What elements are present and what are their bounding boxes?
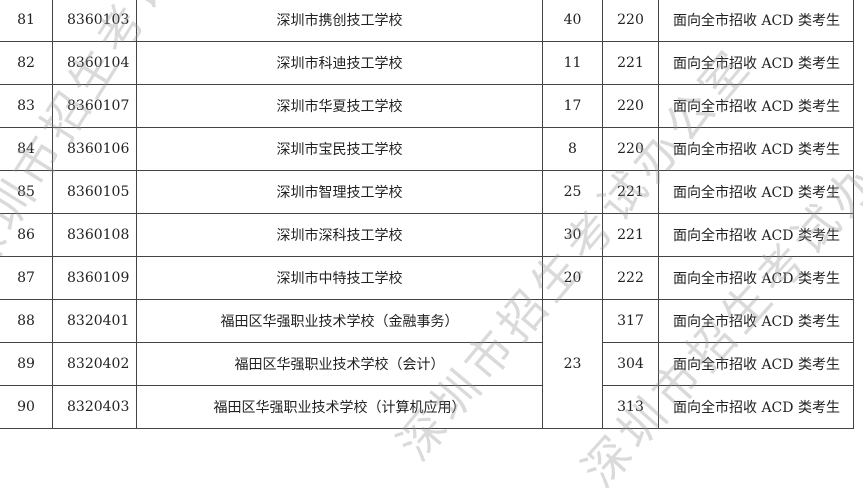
school-name: 深圳市华夏技工学校: [136, 84, 543, 128]
min-score: 313: [602, 385, 659, 429]
admission-note: 面向全市招收 ACD 类考生: [658, 127, 854, 171]
row-number: 82: [0, 41, 53, 85]
school-code: 8360105: [52, 170, 137, 214]
plan-count: 11: [542, 41, 603, 85]
admission-note: 面向全市招收 ACD 类考生: [658, 170, 854, 214]
plan-count: 30: [542, 213, 603, 257]
admission-note: 面向全市招收 ACD 类考生: [658, 342, 854, 386]
table-row: 84 8360106 深圳市宝民技工学校 8 220 面向全市招收 ACD 类考生: [0, 127, 854, 171]
min-score: 222: [602, 256, 659, 300]
row-number: 85: [0, 170, 53, 214]
table-row: 85 8360105 深圳市智理技工学校 25 221 面向全市招收 ACD 类考生: [0, 170, 854, 214]
table-row: 90 8320403 福田区华强职业技术学校（计算机应用） 313 面向全市招收 ACD…: [0, 385, 854, 429]
min-score: 221: [602, 170, 659, 214]
plan-count: 8: [542, 127, 603, 171]
school-code: 8360108: [52, 213, 137, 257]
row-number: 81: [0, 0, 53, 42]
table-row: 81 8360103 深圳市携创技工学校 40 220 面向全市招收 ACD 类考生: [0, 0, 854, 42]
min-score: 317: [602, 299, 659, 343]
admission-note: 面向全市招收 ACD 类考生: [658, 213, 854, 257]
admission-note: 面向全市招收 ACD 类考生: [658, 41, 854, 85]
school-code: 8360107: [52, 84, 137, 128]
row-number: 86: [0, 213, 53, 257]
min-score: 304: [602, 342, 659, 386]
min-score: 221: [602, 41, 659, 85]
table-row: 82 8360104 深圳市科迪技工学校 11 221 面向全市招收 ACD 类考生: [0, 41, 854, 85]
table-row: 83 8360107 深圳市华夏技工学校 17 220 面向全市招收 ACD 类考生: [0, 84, 854, 128]
school-code: 8320403: [52, 385, 137, 429]
row-number: 88: [0, 299, 53, 343]
school-name: 深圳市中特技工学校: [136, 256, 543, 300]
school-name: 深圳市智理技工学校: [136, 170, 543, 214]
row-number: 90: [0, 385, 53, 429]
min-score: 221: [602, 213, 659, 257]
min-score: 220: [602, 127, 659, 171]
school-code: 8360106: [52, 127, 137, 171]
admission-note: 面向全市招收 ACD 类考生: [658, 299, 854, 343]
plan-count: 25: [542, 170, 603, 214]
row-number: 87: [0, 256, 53, 300]
table-row: 88 8320401 福田区华强职业技术学校（金融事务） 23 317 面向全市招收 AC…: [0, 299, 854, 429]
row-number: 83: [0, 84, 53, 128]
school-name: 深圳市深科技工学校: [136, 213, 543, 257]
plan-count: 17: [542, 84, 603, 128]
school-code: 8360109: [52, 256, 137, 300]
min-score: 220: [602, 0, 659, 42]
plan-count: 40: [542, 0, 603, 42]
school-name: 福田区华强职业技术学校（计算机应用）: [136, 385, 543, 429]
row-number: 84: [0, 127, 53, 171]
admission-note: 面向全市招收 ACD 类考生: [658, 385, 854, 429]
min-score: 220: [602, 84, 659, 128]
plan-count: 20: [542, 256, 603, 300]
row-number: 89: [0, 342, 53, 386]
school-code: 8360104: [52, 41, 137, 85]
school-code: 8320401: [52, 299, 137, 343]
school-name: 深圳市宝民技工学校: [136, 127, 543, 171]
table-row: 89 8320402 福田区华强职业技术学校（会计） 304 面向全市招收 ACD 类考…: [0, 342, 854, 386]
school-name: 深圳市携创技工学校: [136, 0, 543, 42]
school-name: 福田区华强职业技术学校（金融事务）: [136, 299, 543, 343]
plan-count: 23: [542, 299, 603, 429]
school-code: 8360103: [52, 0, 137, 42]
admission-note: 面向全市招收 ACD 类考生: [658, 84, 854, 128]
school-code: 8320402: [52, 342, 137, 386]
table-row: 87 8360109 深圳市中特技工学校 20 222 面向全市招收 ACD 类考生: [0, 256, 854, 300]
admission-table: 81 8360103 深圳市携创技工学校 40 220 面向全市招收 ACD 类考生 82 8…: [0, 0, 854, 429]
school-name: 深圳市科迪技工学校: [136, 41, 543, 85]
admission-note: 面向全市招收 ACD 类考生: [658, 256, 854, 300]
table-row: 86 8360108 深圳市深科技工学校 30 221 面向全市招收 ACD 类考生: [0, 213, 854, 257]
admission-note: 面向全市招收 ACD 类考生: [658, 0, 854, 42]
school-name: 福田区华强职业技术学校（会计）: [136, 342, 543, 386]
